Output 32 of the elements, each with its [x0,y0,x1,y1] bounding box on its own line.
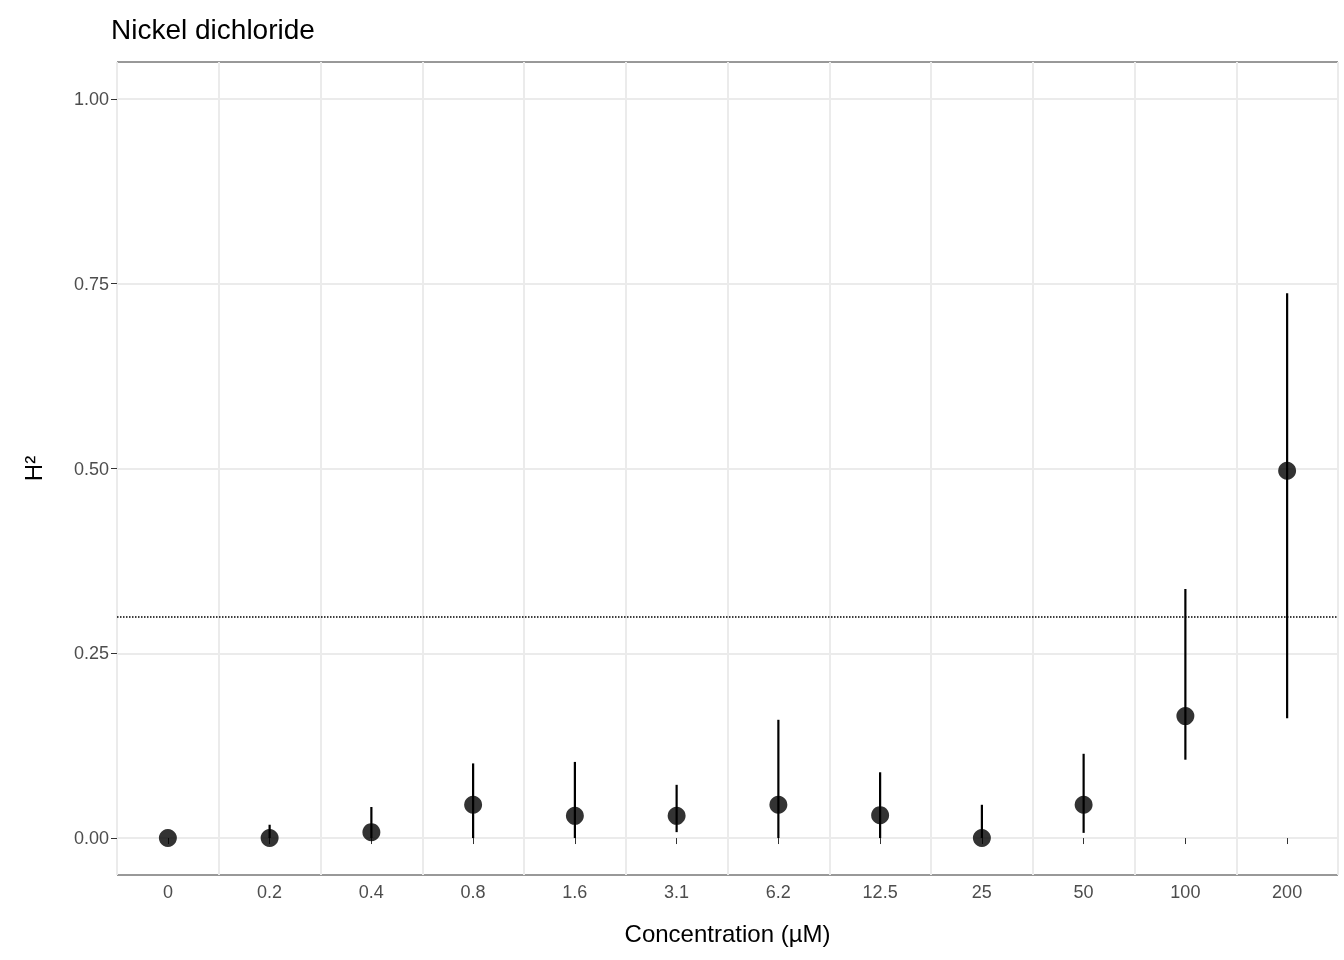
point [260,829,279,848]
y-axis-title: H² [19,455,47,482]
y-tick-label: 0.25 [73,643,109,664]
x-tick-label: 0.2 [257,882,283,902]
point [1074,795,1093,814]
x-tick-label: 200 [1272,882,1303,902]
x-tick-label: 6.2 [765,882,791,902]
y-tick-label: 1.00 [73,88,109,109]
point [362,823,381,842]
point [972,829,991,848]
x-tick-label: 100 [1170,882,1201,902]
point [1278,461,1297,480]
x-tick-label: 1.6 [562,882,588,902]
x-tick-label: 0 [162,882,173,902]
point [667,806,686,825]
x-tick-label: 0.4 [358,882,384,902]
x-tick-label: 50 [1073,882,1094,902]
chart-title: Nickel dichloride [111,13,315,45]
y-tick-label: 0.75 [73,273,109,294]
point [1176,707,1195,726]
x-tick-label: 12.5 [862,882,898,902]
point [158,829,177,848]
x-axis-title: Concentration (µM) [624,919,831,947]
y-tick-label: 0.00 [73,828,109,849]
point [769,795,788,814]
point [871,806,890,825]
x-tick-label: 0.8 [460,882,486,902]
point [464,795,483,814]
x-tick-label: 3.1 [664,882,690,902]
x-tick-label: 25 [971,882,992,902]
y-tick-label: 0.50 [73,458,109,479]
point [565,806,584,825]
